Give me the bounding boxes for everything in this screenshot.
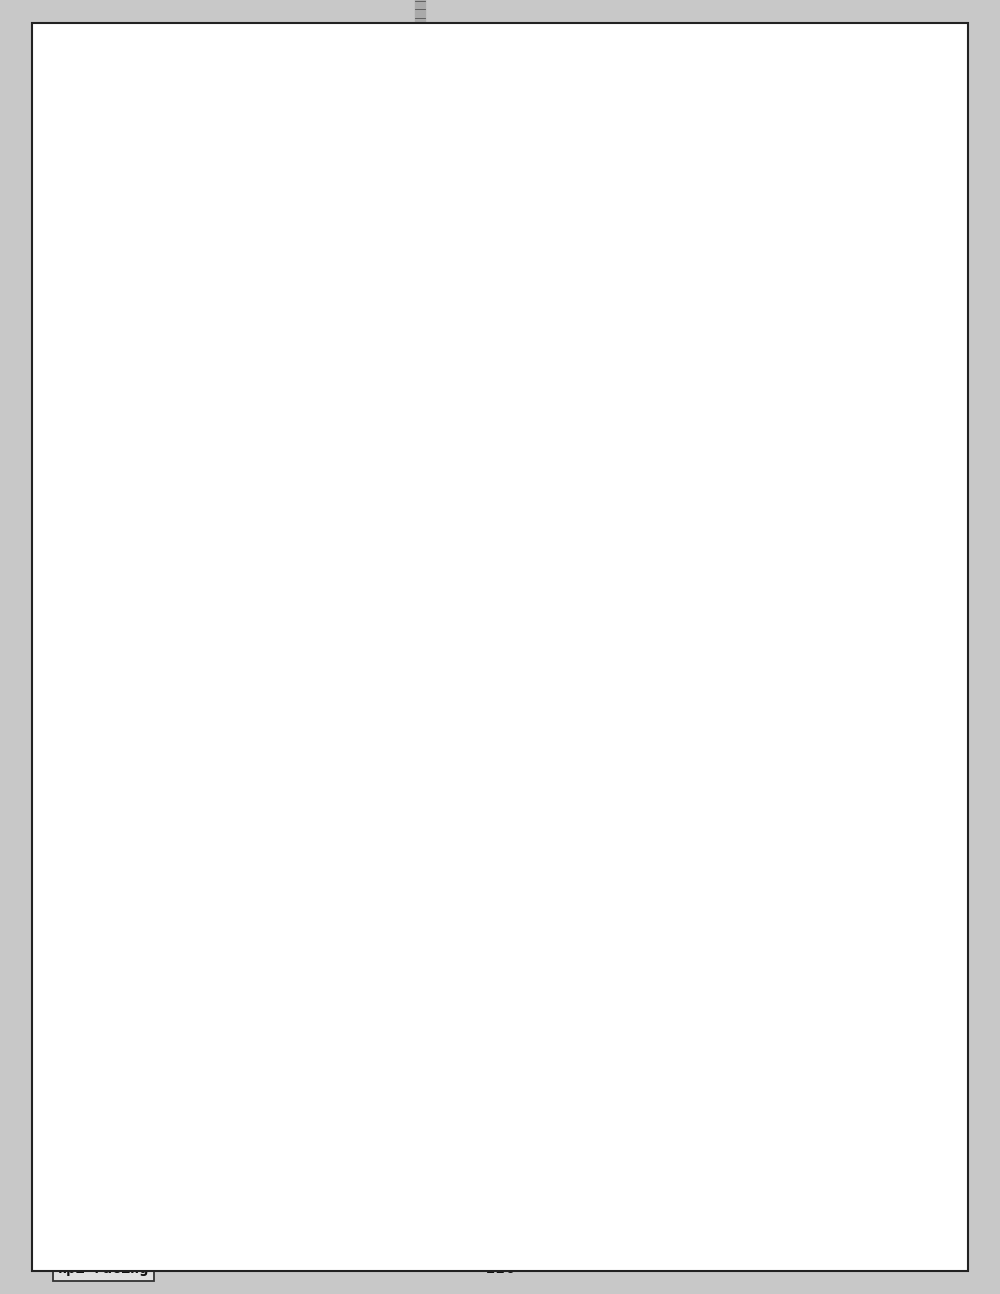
Text: mm: mm <box>505 621 516 626</box>
Text: 3.0: 3.0 <box>383 67 397 76</box>
Text: 8: 8 <box>44 589 58 608</box>
Polygon shape <box>112 670 122 691</box>
Polygon shape <box>538 616 618 625</box>
Polygon shape <box>122 677 200 686</box>
Text: hpi: hpi <box>84 334 106 347</box>
Polygon shape <box>63 681 73 800</box>
Text: hpi: hpi <box>356 483 374 493</box>
Text: 3.0: 3.0 <box>313 1113 327 1122</box>
Text: 94732: 94732 <box>317 137 353 148</box>
Text: mm: mm <box>694 1013 706 1018</box>
Text: Shaft 6x108mm: Shaft 6x108mm <box>38 1192 110 1201</box>
Text: Flat Head Screw M5x30mm: Flat Head Screw M5x30mm <box>83 924 207 933</box>
Text: RCScrapyard.net: RCScrapyard.net <box>654 1216 906 1264</box>
Text: 94732: 94732 <box>283 1150 319 1159</box>
Text: 3.0: 3.0 <box>58 743 72 752</box>
Text: 94730: 94730 <box>85 707 121 716</box>
Text: Flat Head Screw M5x16mm: Flat Head Screw M5x16mm <box>85 719 209 729</box>
Text: Lock Nut M5: Lock Nut M5 <box>98 809 154 818</box>
Polygon shape <box>86 380 104 399</box>
Text: 3.0: 3.0 <box>88 673 102 682</box>
Polygon shape <box>415 0 425 58</box>
Text: 3.0: 3.0 <box>693 1004 707 1013</box>
Polygon shape <box>317 1122 327 1187</box>
Text: 3.0: 3.0 <box>460 449 474 458</box>
Polygon shape <box>305 840 545 920</box>
Text: Flat Head Screw M5x16mm: Flat Head Screw M5x16mm <box>625 629 749 638</box>
Polygon shape <box>38 1196 490 1203</box>
Polygon shape <box>496 459 504 515</box>
Polygon shape <box>146 751 178 789</box>
Text: mm: mm <box>314 1122 326 1127</box>
Text: mm: mm <box>384 76 396 82</box>
Text: Flat Head Screw M5x20mm: Flat Head Screw M5x20mm <box>720 1062 844 1071</box>
Text: mm: mm <box>60 752 70 757</box>
Text: mm: mm <box>462 458 473 462</box>
Text: 94735: 94735 <box>83 910 119 920</box>
Text: 86635: 86635 <box>38 1178 74 1188</box>
Polygon shape <box>723 1005 747 1014</box>
Text: Z665: Z665 <box>72 415 101 424</box>
Polygon shape <box>370 609 450 780</box>
Text: Flat Head Screw M5x20mm: Flat Head Screw M5x20mm <box>283 1165 407 1172</box>
Text: Flat Head Screw M5x20mm: Flat Head Screw M5x20mm <box>317 151 441 160</box>
Text: 110: 110 <box>484 1259 516 1277</box>
Text: Flat Head Screw M5x16mm: Flat Head Screw M5x16mm <box>430 499 554 509</box>
Polygon shape <box>490 440 510 450</box>
Polygon shape <box>528 611 538 631</box>
Text: mm: mm <box>90 682 100 687</box>
Text: 94730: 94730 <box>430 487 466 496</box>
Polygon shape <box>112 371 144 409</box>
Text: hpi-racing: hpi-racing <box>58 1260 149 1276</box>
Text: 94732: 94732 <box>720 1048 756 1058</box>
Text: Lock Nut M5: Lock Nut M5 <box>72 430 128 437</box>
Polygon shape <box>408 69 432 78</box>
Text: 94730: 94730 <box>625 615 661 625</box>
Polygon shape <box>730 915 740 995</box>
Polygon shape <box>310 1102 334 1112</box>
Polygon shape <box>38 582 90 634</box>
Text: 102160: 102160 <box>248 836 292 846</box>
Text: Z665: Z665 <box>98 795 127 805</box>
Polygon shape <box>38 41 90 94</box>
Polygon shape <box>119 380 137 399</box>
Polygon shape <box>153 761 171 779</box>
Polygon shape <box>111 761 129 779</box>
Text: 7: 7 <box>44 49 58 69</box>
Polygon shape <box>56 810 80 820</box>
Text: 3.0: 3.0 <box>503 612 517 621</box>
Polygon shape <box>104 751 136 789</box>
Polygon shape <box>79 371 111 409</box>
Text: 85436: 85436 <box>593 1007 629 1017</box>
Polygon shape <box>310 445 420 534</box>
